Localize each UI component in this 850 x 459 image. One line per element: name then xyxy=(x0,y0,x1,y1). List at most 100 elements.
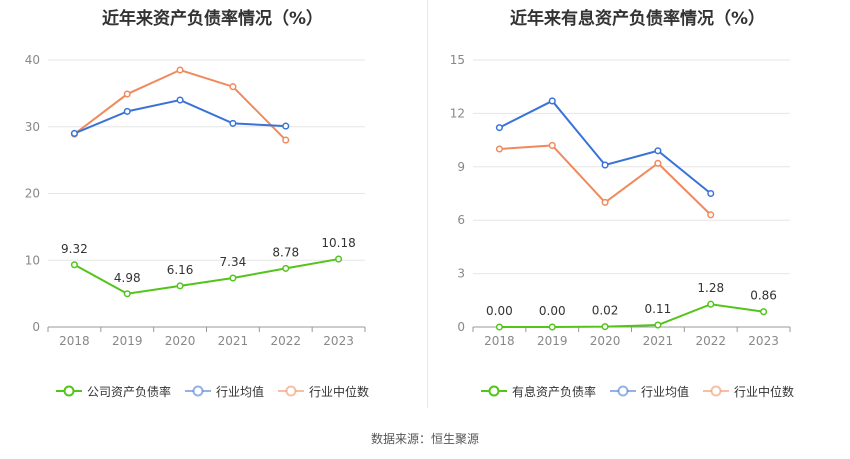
data-point xyxy=(548,323,556,331)
data-point xyxy=(548,97,556,105)
data-label: 0.00 xyxy=(539,304,566,318)
debt-ratio-chart: 0 10 20 30 40 2018 2019 2020 2021 2022 2023 9.32 4.9… xyxy=(25,53,366,348)
y-tick-label: 20 xyxy=(25,187,40,201)
x-tick-label: 2018 xyxy=(484,334,515,348)
y-tick-label: 12 xyxy=(450,106,465,120)
data-point xyxy=(123,90,131,98)
legend-marker-icon xyxy=(55,385,82,397)
x-tick-label: 2020 xyxy=(165,334,196,348)
y-tick-label: 0 xyxy=(457,320,465,334)
chart-legend: 有息资产负债率 行业均值 行业中位数 xyxy=(425,382,850,400)
y-tick-label: 10 xyxy=(25,253,40,267)
x-tick-label: 2023 xyxy=(323,334,354,348)
data-label: 0.86 xyxy=(750,289,777,303)
data-point xyxy=(654,159,662,167)
data-label: 0.02 xyxy=(592,304,619,318)
legend-marker-icon xyxy=(703,385,729,397)
series-line xyxy=(74,99,286,135)
legend-item[interactable]: 有息资产负债率 xyxy=(480,383,596,400)
x-tick-label: 2021 xyxy=(218,334,249,348)
data-label: 7.34 xyxy=(220,255,247,269)
data-label: 9.32 xyxy=(61,242,88,256)
data-point xyxy=(495,323,503,331)
data-label: 0.00 xyxy=(486,304,513,318)
data-label: 10.18 xyxy=(321,236,355,250)
series-line xyxy=(499,303,764,328)
data-point xyxy=(229,83,237,91)
x-tick-label: 2019 xyxy=(112,334,143,348)
data-point xyxy=(707,211,715,219)
x-tick-label: 2020 xyxy=(590,334,621,348)
legend-dot xyxy=(285,385,297,397)
x-tick-label: 2018 xyxy=(59,334,90,348)
data-point xyxy=(70,261,78,269)
legend-label: 行业中位数 xyxy=(309,384,370,399)
legend-dot xyxy=(710,385,722,397)
y-tick-label: 40 xyxy=(25,53,40,67)
data-point xyxy=(282,264,290,272)
legend-item[interactable]: 行业中位数 xyxy=(703,383,794,400)
y-tick-label: 6 xyxy=(457,213,465,227)
y-tick-label: 9 xyxy=(457,160,465,174)
series-line xyxy=(73,68,287,141)
data-point xyxy=(760,308,768,316)
x-tick-label: 2022 xyxy=(270,334,301,348)
chart-panel-interest-debt-ratio: 近年来有息资产负债率情况（%） 0 3 6 9 12 15 2018 2019 2020 2021… xyxy=(425,0,850,420)
data-label: 8.78 xyxy=(272,245,299,259)
data-point xyxy=(229,119,237,127)
data-point xyxy=(70,129,78,137)
data-point xyxy=(707,300,715,308)
y-tick-label: 15 xyxy=(450,53,465,67)
interest-debt-ratio-chart: 0 3 6 9 12 15 2018 2019 2020 2021 2022 2023 0.00 0.00… xyxy=(450,53,791,348)
data-label: 0.11 xyxy=(645,302,672,316)
data-label: 4.98 xyxy=(114,271,141,285)
x-tick-label: 2022 xyxy=(695,334,726,348)
legend-label: 行业均值 xyxy=(215,384,264,399)
data-label: 6.16 xyxy=(167,263,194,277)
data-label: 1.28 xyxy=(697,281,724,295)
legend-dot xyxy=(63,385,75,397)
legend-item[interactable]: 行业均值 xyxy=(609,383,689,400)
y-tick-label: 3 xyxy=(457,267,465,281)
legend-dot xyxy=(488,385,500,397)
y-tick-label: 0 xyxy=(32,320,40,334)
legend-marker-icon xyxy=(609,385,636,397)
data-point xyxy=(176,282,184,290)
panel-divider xyxy=(427,0,428,408)
data-point xyxy=(123,107,131,115)
data-point xyxy=(601,161,609,169)
data-point xyxy=(282,122,290,130)
y-tick-label: 30 xyxy=(25,120,40,134)
data-point xyxy=(176,96,184,104)
legend-item[interactable]: 公司资产负债率 xyxy=(55,383,171,400)
data-point xyxy=(495,145,503,153)
legend-marker-icon xyxy=(278,385,304,397)
legend-marker-icon xyxy=(184,385,211,397)
data-point xyxy=(495,124,503,132)
data-source-note: 数据来源：恒生聚源 xyxy=(370,432,479,446)
data-point xyxy=(335,255,343,263)
legend-dot xyxy=(192,385,204,397)
legend-label: 公司资产负债率 xyxy=(86,384,171,399)
legend-item[interactable]: 行业均值 xyxy=(184,383,264,400)
x-tick-label: 2019 xyxy=(537,334,568,348)
data-point xyxy=(548,141,556,149)
chart-legend: 公司资产负债率 行业均值 行业中位数 xyxy=(0,382,425,400)
x-tick-label: 2021 xyxy=(643,334,674,348)
legend-item[interactable]: 行业中位数 xyxy=(278,383,369,400)
series-line xyxy=(73,258,339,295)
legend-label: 行业中位数 xyxy=(734,384,795,399)
chart-title: 近年来有息资产负债率情况（%） xyxy=(509,9,766,29)
data-point xyxy=(176,66,184,74)
data-point xyxy=(707,189,715,198)
legend-marker-icon xyxy=(480,385,507,397)
legend-label: 行业均值 xyxy=(640,384,689,399)
x-tick-label: 2023 xyxy=(748,334,779,348)
data-point xyxy=(601,198,609,206)
data-point xyxy=(123,290,131,298)
data-point xyxy=(654,321,662,329)
legend-dot xyxy=(617,385,629,397)
data-point xyxy=(601,323,609,331)
data-point xyxy=(654,147,662,155)
legend-label: 有息资产负债率 xyxy=(511,384,596,399)
